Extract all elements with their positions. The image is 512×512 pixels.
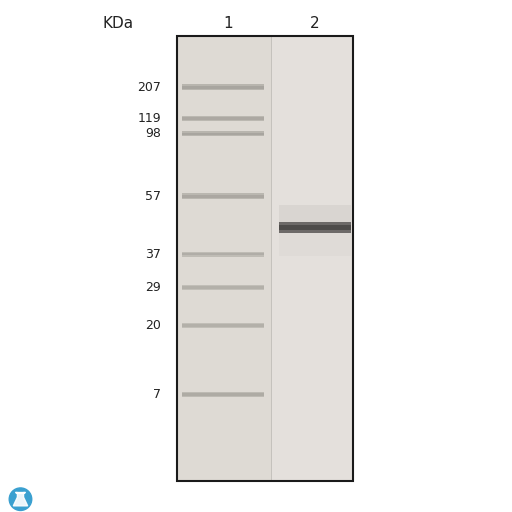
Bar — [182, 392, 264, 397]
Text: 2: 2 — [310, 15, 319, 31]
Bar — [177, 36, 271, 481]
Text: 7: 7 — [153, 388, 161, 401]
Bar — [182, 116, 264, 121]
Bar — [177, 36, 353, 481]
Text: 1: 1 — [223, 15, 232, 31]
Bar — [279, 233, 351, 255]
Bar — [182, 195, 264, 198]
Bar — [279, 205, 351, 233]
Bar — [182, 285, 264, 290]
Polygon shape — [13, 493, 28, 506]
Bar — [182, 86, 264, 89]
Bar — [182, 323, 264, 328]
Bar — [279, 225, 351, 229]
Bar — [182, 131, 264, 136]
Text: 20: 20 — [145, 319, 161, 332]
Bar — [182, 286, 264, 289]
Text: 57: 57 — [145, 190, 161, 203]
Bar — [182, 117, 264, 119]
Text: 207: 207 — [137, 80, 161, 94]
Bar — [271, 36, 353, 481]
Bar — [279, 222, 351, 233]
Bar — [182, 193, 264, 199]
Bar — [182, 133, 264, 135]
Bar — [177, 36, 353, 481]
Bar — [182, 393, 264, 396]
Circle shape — [9, 488, 32, 510]
Text: KDa: KDa — [102, 15, 133, 31]
Text: 98: 98 — [145, 127, 161, 140]
Text: 37: 37 — [145, 248, 161, 261]
Bar — [182, 253, 264, 255]
Text: 119: 119 — [138, 112, 161, 125]
Bar — [182, 84, 264, 90]
Text: 29: 29 — [145, 281, 161, 294]
Bar — [182, 324, 264, 327]
Bar — [182, 251, 264, 257]
